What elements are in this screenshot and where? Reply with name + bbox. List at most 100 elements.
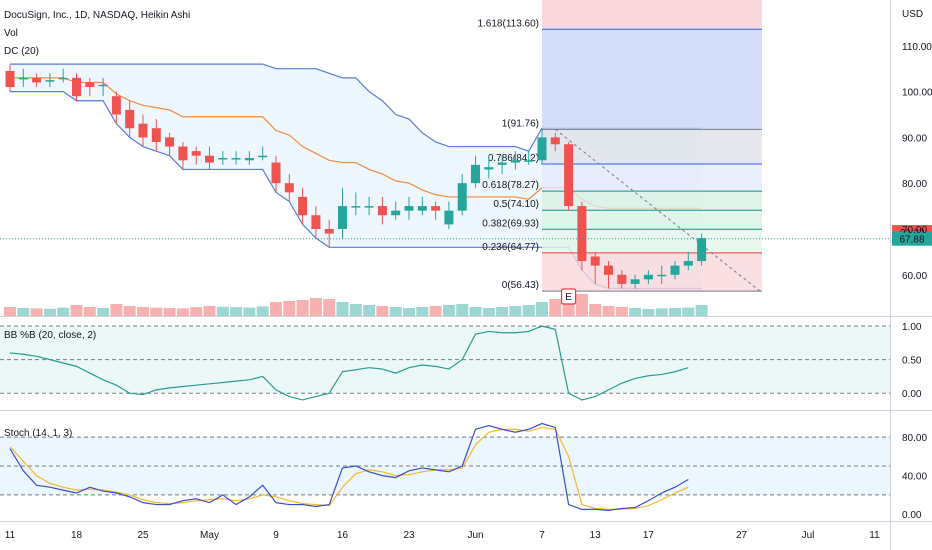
volume-bar	[509, 306, 522, 316]
candle[interactable]	[617, 270, 627, 289]
stoch-d-line	[9, 426, 689, 510]
volume-bar	[110, 304, 123, 316]
fib-zone	[542, 252, 762, 292]
candle-body	[98, 84, 108, 87]
candle-body	[138, 123, 148, 138]
candle[interactable]	[32, 73, 42, 88]
candle-body	[417, 206, 427, 211]
volume-bar	[150, 307, 163, 316]
fib-zone	[542, 129, 762, 164]
candle[interactable]	[630, 274, 640, 289]
candle[interactable]	[271, 155, 281, 193]
volume-bar	[629, 308, 642, 316]
price-axis-tick: 70.00	[902, 225, 927, 236]
fib-trend-line	[554, 128, 761, 292]
candle[interactable]	[550, 132, 560, 152]
candle[interactable]	[683, 251, 693, 271]
volume-bar	[442, 305, 455, 316]
time-axis-tick: 11	[5, 530, 16, 541]
candle[interactable]	[604, 261, 613, 289]
candle[interactable]	[510, 151, 520, 170]
candle[interactable]	[165, 132, 175, 156]
candle[interactable]	[537, 128, 547, 165]
candle-body	[537, 137, 547, 161]
candle[interactable]	[351, 192, 361, 216]
fib-zone	[542, 210, 762, 230]
volume-bar	[536, 302, 548, 316]
candle[interactable]	[364, 196, 374, 216]
candle[interactable]	[377, 196, 387, 225]
candle-body	[178, 146, 188, 161]
candle[interactable]	[18, 68, 28, 88]
candle[interactable]	[58, 68, 68, 83]
candle[interactable]	[484, 155, 494, 179]
volume-bar	[349, 304, 362, 316]
bb-percent-b-panel[interactable]: 1.00 0.50 0.00	[0, 322, 922, 401]
candle[interactable]	[444, 201, 454, 229]
candle[interactable]	[298, 187, 308, 225]
candle[interactable]	[85, 77, 95, 97]
candle[interactable]	[643, 270, 653, 284]
candle-body	[324, 228, 334, 234]
time-axis-tick: 11	[869, 530, 880, 541]
candle[interactable]	[657, 265, 667, 284]
candle[interactable]	[564, 141, 574, 211]
candle[interactable]	[244, 151, 254, 165]
candle[interactable]	[72, 73, 81, 101]
candle[interactable]	[191, 146, 201, 165]
candle[interactable]	[258, 146, 268, 161]
time-axis-tick: 17	[643, 530, 655, 541]
candle-body	[338, 206, 347, 229]
candle[interactable]	[151, 119, 161, 152]
candle-body	[364, 206, 374, 208]
volume-bar	[655, 308, 668, 316]
candle[interactable]	[98, 77, 108, 97]
candle[interactable]	[431, 201, 441, 220]
candle[interactable]	[577, 201, 587, 271]
candle[interactable]	[590, 251, 600, 284]
candle[interactable]	[125, 100, 135, 138]
candle-body	[404, 206, 414, 211]
candle[interactable]	[404, 196, 414, 220]
candle[interactable]	[670, 261, 680, 280]
price-axis-tick: 60.00	[902, 271, 927, 282]
candle[interactable]	[457, 174, 467, 216]
candle[interactable]	[338, 187, 347, 239]
stochastic-panel[interactable]: 80.00 40.00 0.00	[0, 422, 927, 522]
candle[interactable]	[218, 151, 228, 165]
candle[interactable]	[391, 201, 401, 220]
candle[interactable]	[205, 146, 214, 170]
volume-bar	[429, 306, 442, 316]
stoch-axis-tick: 80.00	[902, 433, 927, 444]
candle[interactable]	[471, 155, 480, 188]
candle-body	[617, 274, 627, 284]
candle[interactable]	[524, 151, 534, 165]
candle-body	[391, 210, 401, 216]
candles[interactable]: E	[5, 64, 707, 305]
fib-level-label: 0.786(84.2)	[488, 153, 539, 164]
candle[interactable]	[417, 196, 427, 216]
candle[interactable]	[45, 73, 55, 88]
volume-bar	[137, 307, 149, 316]
candle-body	[670, 265, 680, 275]
candle-body	[471, 164, 480, 184]
candle[interactable]	[311, 206, 321, 239]
candle-body	[524, 160, 534, 162]
candle[interactable]	[111, 91, 121, 124]
candle[interactable]	[284, 174, 294, 202]
candle[interactable]	[697, 233, 707, 266]
fibonacci-retracement[interactable]: 1.618(113.60) 1(91.76) 0.786(84.2) 0.618(78…	[477, 0, 762, 292]
candle[interactable]	[497, 155, 507, 175]
candle[interactable]	[178, 141, 188, 170]
candle-body	[510, 160, 520, 163]
candle-body	[643, 274, 653, 280]
candle[interactable]	[138, 114, 148, 147]
candle[interactable]	[324, 219, 334, 248]
earnings-marker[interactable]: E	[560, 288, 577, 305]
fib-zone	[542, 229, 762, 253]
candle[interactable]	[5, 64, 15, 92]
candle[interactable]	[231, 151, 241, 165]
volume-bar	[575, 294, 588, 316]
